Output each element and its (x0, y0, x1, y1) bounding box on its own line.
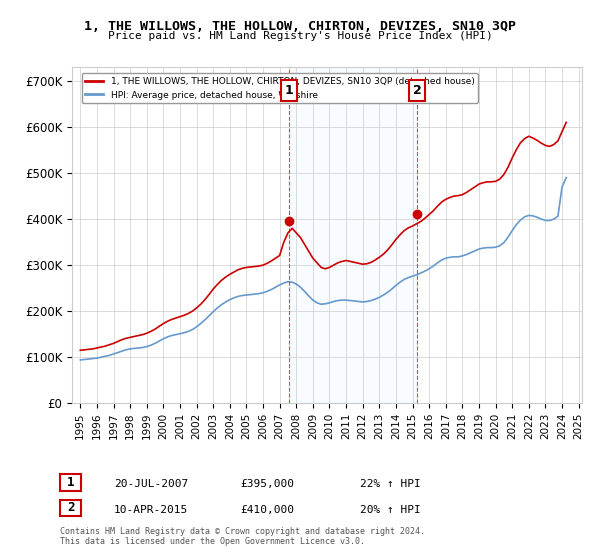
Text: 10-APR-2015: 10-APR-2015 (114, 505, 188, 515)
Text: 1: 1 (284, 84, 293, 97)
Text: 1, THE WILLOWS, THE HOLLOW, CHIRTON, DEVIZES, SN10 3QP: 1, THE WILLOWS, THE HOLLOW, CHIRTON, DEV… (84, 20, 516, 32)
Bar (289, 67, 417, 403)
Legend: 1, THE WILLOWS, THE HOLLOW, CHIRTON, DEVIZES, SN10 3QP (detached house), HPI: Av: 1, THE WILLOWS, THE HOLLOW, CHIRTON, DEV… (82, 73, 478, 103)
Text: Price paid vs. HM Land Registry's House Price Index (HPI): Price paid vs. HM Land Registry's House … (107, 31, 493, 41)
Text: 1: 1 (67, 476, 74, 489)
Text: 22% ↑ HPI: 22% ↑ HPI (360, 479, 421, 489)
Text: £395,000: £395,000 (240, 479, 294, 489)
Text: Contains HM Land Registry data © Crown copyright and database right 2024.
This d: Contains HM Land Registry data © Crown c… (60, 526, 425, 546)
Text: 20% ↑ HPI: 20% ↑ HPI (360, 505, 421, 515)
Text: 2: 2 (67, 501, 74, 515)
Text: 20-JUL-2007: 20-JUL-2007 (114, 479, 188, 489)
Text: £410,000: £410,000 (240, 505, 294, 515)
Text: 2: 2 (413, 84, 421, 97)
